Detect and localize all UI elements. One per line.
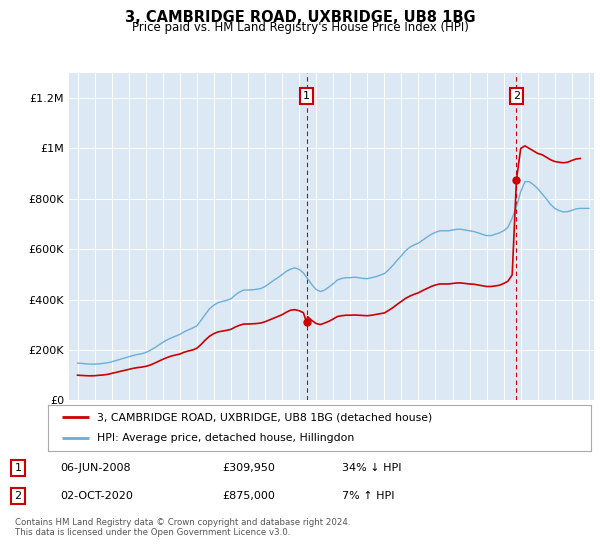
Text: Contains HM Land Registry data © Crown copyright and database right 2024.
This d: Contains HM Land Registry data © Crown c…	[15, 518, 350, 538]
Text: £309,950: £309,950	[222, 463, 275, 473]
Text: £875,000: £875,000	[222, 491, 275, 501]
Text: HPI: Average price, detached house, Hillingdon: HPI: Average price, detached house, Hill…	[97, 433, 354, 444]
Text: 1: 1	[14, 463, 22, 473]
Text: 2: 2	[14, 491, 22, 501]
Text: 3, CAMBRIDGE ROAD, UXBRIDGE, UB8 1BG: 3, CAMBRIDGE ROAD, UXBRIDGE, UB8 1BG	[125, 10, 475, 25]
Text: 34% ↓ HPI: 34% ↓ HPI	[342, 463, 401, 473]
Text: 1: 1	[303, 91, 310, 101]
Text: 02-OCT-2020: 02-OCT-2020	[60, 491, 133, 501]
Text: 3, CAMBRIDGE ROAD, UXBRIDGE, UB8 1BG (detached house): 3, CAMBRIDGE ROAD, UXBRIDGE, UB8 1BG (de…	[97, 412, 432, 422]
Text: Price paid vs. HM Land Registry's House Price Index (HPI): Price paid vs. HM Land Registry's House …	[131, 21, 469, 34]
Text: 2: 2	[513, 91, 520, 101]
Text: 06-JUN-2008: 06-JUN-2008	[60, 463, 131, 473]
Text: 7% ↑ HPI: 7% ↑ HPI	[342, 491, 395, 501]
